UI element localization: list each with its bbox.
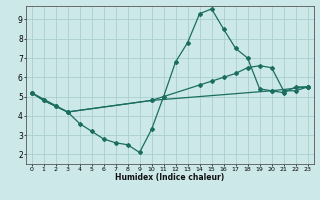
X-axis label: Humidex (Indice chaleur): Humidex (Indice chaleur): [115, 173, 224, 182]
